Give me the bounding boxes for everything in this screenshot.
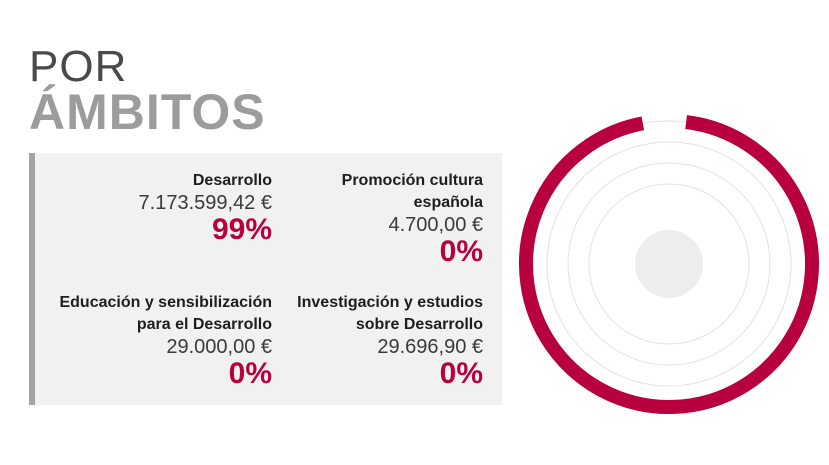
item-percent: 0% bbox=[439, 357, 483, 390]
item-label: Desarrollo bbox=[192, 172, 272, 189]
item-percent: 0% bbox=[228, 357, 272, 390]
item-amount: 7.173.599,42 € bbox=[138, 192, 272, 214]
ring-track bbox=[588, 183, 750, 345]
item-amount: 29.000,00 € bbox=[166, 336, 272, 358]
heading-line-2: ÁMBITOS bbox=[29, 84, 266, 140]
item-label: Promoción cultura española bbox=[341, 172, 483, 211]
radial-bar-0 bbox=[519, 115, 819, 414]
chart-center-disc bbox=[635, 230, 703, 298]
item-desarrollo: Desarrollo 7.173.599,42 € 99% bbox=[42, 170, 272, 246]
item-label: Educación y sensibilización para el Desa… bbox=[59, 294, 272, 333]
item-percent: 99% bbox=[211, 213, 272, 246]
ring-track bbox=[546, 141, 792, 387]
ring-track bbox=[567, 162, 771, 366]
radial-bar-chart bbox=[519, 115, 819, 414]
item-percent: 0% bbox=[439, 235, 483, 268]
summary-panel bbox=[29, 153, 502, 405]
item-amount: 4.700,00 € bbox=[388, 214, 483, 236]
item-label: Investigación y estudios sobre Desarroll… bbox=[297, 294, 483, 333]
item-investigacion-estudios: Investigación y estudios sobre Desarroll… bbox=[273, 292, 483, 390]
item-promocion-cultura: Promoción cultura española 4.700,00 € 0% bbox=[273, 170, 483, 268]
panel-accent-bar bbox=[29, 153, 35, 405]
item-amount: 29.696,90 € bbox=[377, 336, 483, 358]
item-educacion-sensibilizacion: Educación y sensibilización para el Desa… bbox=[32, 292, 272, 390]
heading-line-1: POR bbox=[29, 42, 128, 91]
